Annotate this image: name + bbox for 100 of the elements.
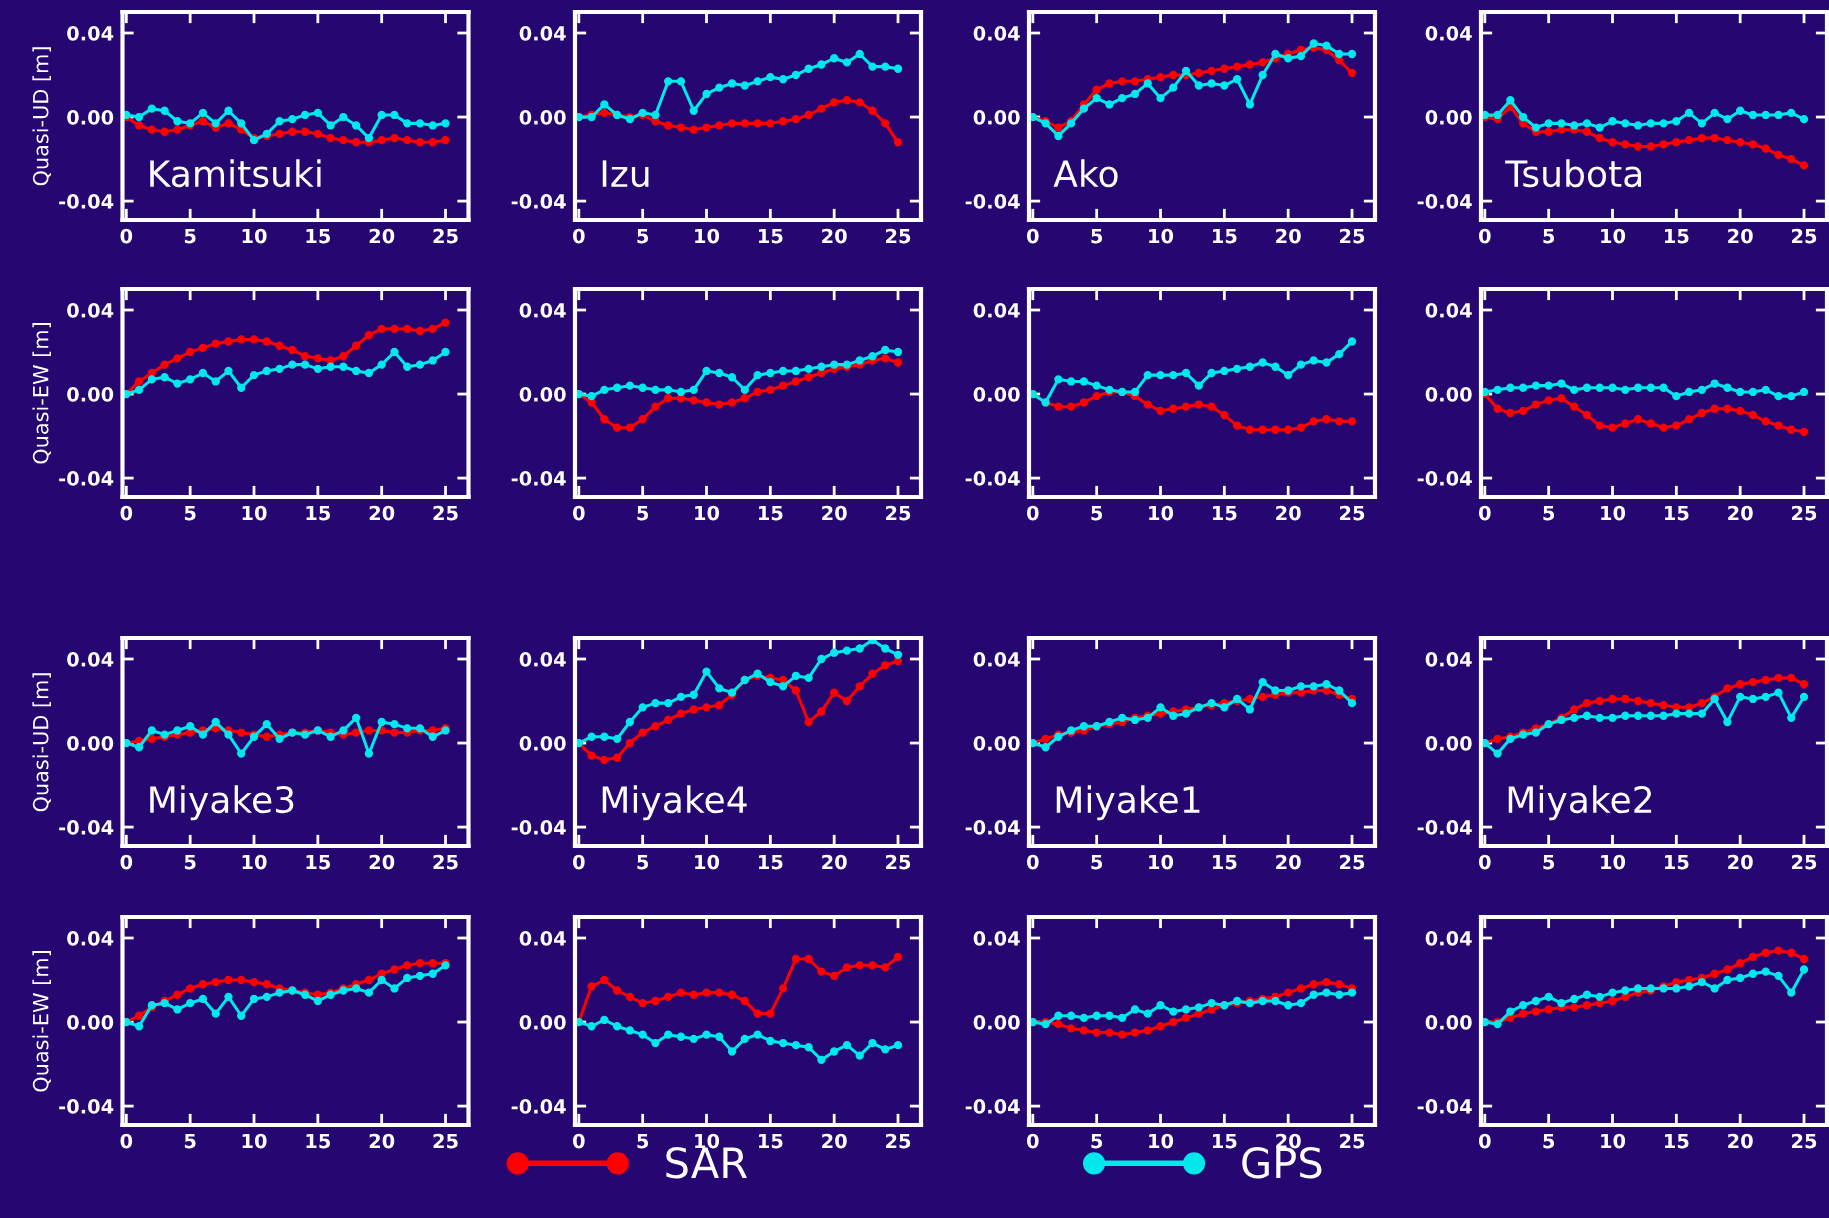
point [134, 1011, 144, 1020]
point [715, 684, 724, 693]
x-tick-label: 15 [1213, 505, 1237, 521]
point [288, 360, 297, 369]
point [727, 373, 737, 382]
point [339, 135, 348, 145]
point [224, 106, 233, 115]
point [364, 726, 374, 735]
point [830, 688, 839, 697]
point [390, 984, 399, 993]
point [1799, 965, 1809, 974]
y-tick-label: -0.04 [511, 194, 566, 209]
point [1169, 404, 1178, 413]
point [147, 726, 157, 735]
point [249, 977, 259, 987]
point [1595, 992, 1604, 1002]
point [1335, 686, 1344, 695]
point [830, 360, 839, 369]
point [1309, 39, 1318, 48]
point [740, 394, 749, 403]
point [313, 129, 323, 139]
point [1347, 68, 1357, 78]
y-tick-label: 0.04 [519, 25, 566, 41]
point [702, 703, 711, 712]
point [1761, 144, 1770, 153]
point [1079, 722, 1089, 731]
point [147, 734, 157, 744]
point [1518, 1009, 1528, 1018]
point [186, 998, 195, 1008]
point [1557, 998, 1566, 1008]
point [1066, 402, 1076, 411]
point [855, 644, 864, 653]
point [1296, 51, 1306, 61]
y-tick-label: -0.04 [965, 194, 1020, 209]
x-tick-label: 10 [1149, 854, 1174, 870]
y-tick-label: -0.04 [1417, 820, 1472, 835]
point [1672, 709, 1681, 718]
point [390, 728, 399, 737]
annotation: Ako [1053, 159, 1118, 188]
point [1506, 408, 1515, 418]
point [1633, 121, 1643, 130]
x-tick-label: 20 [1276, 505, 1301, 521]
point [1672, 391, 1681, 401]
point [766, 368, 775, 378]
point [766, 385, 775, 395]
point [1143, 400, 1152, 409]
point [1608, 996, 1617, 1006]
point [817, 104, 826, 113]
x-tick-label: 25 [433, 228, 458, 244]
x-tick-label: 20 [1728, 505, 1753, 521]
x-tick-label: 25 [433, 1133, 458, 1149]
point [1169, 70, 1178, 80]
point [1309, 990, 1318, 999]
point [881, 661, 890, 670]
point [1659, 383, 1668, 392]
point [1118, 77, 1127, 86]
point [1582, 1001, 1592, 1010]
point [1748, 969, 1758, 978]
x-tick-label: 5 [184, 1133, 196, 1149]
x-tick-label: 20 [369, 228, 395, 244]
point [1736, 106, 1745, 115]
point [1774, 673, 1783, 683]
point [1787, 391, 1796, 401]
point [1271, 686, 1280, 695]
point [1748, 694, 1758, 704]
point [1322, 41, 1331, 50]
point [1544, 127, 1553, 136]
point [1659, 711, 1668, 720]
point [403, 973, 412, 983]
point [1557, 379, 1566, 388]
point [1079, 377, 1089, 386]
point [1258, 677, 1267, 687]
point [791, 1040, 801, 1050]
point [727, 398, 737, 407]
x-tick-label: 10 [1149, 1133, 1174, 1149]
point [1181, 709, 1191, 718]
point [676, 77, 686, 86]
point [300, 352, 310, 361]
point [1608, 117, 1617, 126]
point [1774, 971, 1783, 980]
x-tick-label: 10 [1601, 505, 1626, 521]
x-tick-label: 20 [1728, 854, 1753, 870]
point [1787, 425, 1796, 434]
point [753, 370, 762, 380]
point [753, 77, 762, 86]
point [1684, 108, 1694, 118]
point [612, 383, 622, 392]
point [1284, 425, 1293, 434]
point [1633, 984, 1643, 993]
point [830, 648, 839, 657]
x-tick-label: 0 [120, 505, 133, 521]
point [1041, 734, 1050, 744]
point [778, 1038, 788, 1048]
point [1493, 749, 1502, 758]
point [441, 347, 450, 357]
point [1595, 421, 1604, 430]
x-tick-label: 25 [886, 1133, 911, 1149]
point [1156, 72, 1165, 82]
point [326, 121, 335, 130]
point [1207, 79, 1216, 88]
